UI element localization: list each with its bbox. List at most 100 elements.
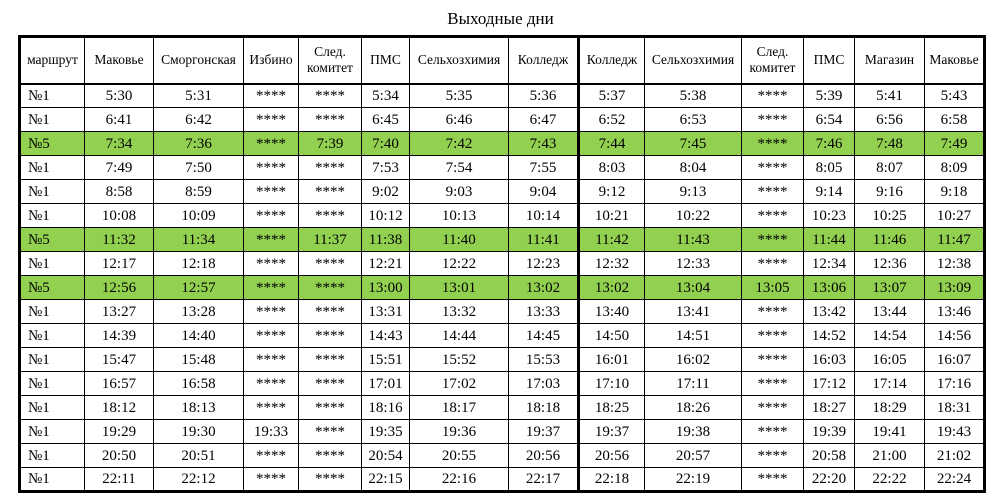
time-cell: 22:24 — [924, 467, 985, 492]
time-cell: 22:17 — [508, 467, 579, 492]
time-cell: **** — [298, 107, 362, 132]
time-cell: 10:22 — [644, 203, 742, 228]
time-cell: 20:50 — [84, 443, 154, 468]
time-cell: 17:12 — [803, 371, 855, 396]
time-cell: 11:32 — [84, 227, 154, 252]
time-cell: 12:56 — [84, 275, 154, 300]
time-cell: 14:54 — [854, 323, 925, 348]
time-cell: **** — [243, 275, 299, 300]
column-header-11: ПМС — [803, 36, 855, 84]
time-cell: 21:02 — [924, 443, 985, 468]
time-cell: **** — [741, 419, 804, 444]
time-cell: 7:34 — [84, 131, 154, 156]
time-cell: 16:02 — [644, 347, 742, 372]
time-cell: **** — [243, 467, 299, 492]
time-cell: 6:56 — [854, 107, 925, 132]
time-cell: **** — [741, 179, 804, 204]
time-cell: 13:32 — [409, 299, 509, 324]
time-cell: 6:45 — [361, 107, 410, 132]
time-cell: **** — [243, 347, 299, 372]
time-cell: **** — [243, 251, 299, 276]
table-row: №1 18:12 18:13 **** **** 18:16 18:17 18:18 18:25… — [19, 395, 985, 420]
time-cell: **** — [741, 347, 804, 372]
time-cell: 12:36 — [854, 251, 925, 276]
time-cell: 8:58 — [84, 179, 154, 204]
page-title: Выходные дни — [447, 9, 554, 28]
time-cell: 18:26 — [644, 395, 742, 420]
time-cell: 21:00 — [854, 443, 925, 468]
time-cell: 7:46 — [803, 131, 855, 156]
time-cell: 15:51 — [361, 347, 410, 372]
time-cell: **** — [243, 155, 299, 180]
time-cell: 19:36 — [409, 419, 509, 444]
time-cell: 13:31 — [361, 299, 410, 324]
time-cell: 11:47 — [924, 227, 985, 252]
time-cell: 7:44 — [577, 131, 645, 156]
table-row: №1 7:49 7:50 **** **** 7:53 7:54 7:55 8:03 8:04 **… — [19, 155, 985, 180]
time-cell: 18:17 — [409, 395, 509, 420]
time-cell: 12:22 — [409, 251, 509, 276]
route-cell: №1 — [19, 179, 85, 204]
route-cell: №5 — [19, 131, 85, 156]
time-cell: 13:46 — [924, 299, 985, 324]
time-cell: **** — [741, 467, 804, 492]
time-cell: 22:22 — [854, 467, 925, 492]
time-cell: 6:52 — [577, 107, 645, 132]
route-cell: №1 — [19, 83, 85, 108]
time-cell: **** — [243, 371, 299, 396]
time-cell: 9:16 — [854, 179, 925, 204]
time-cell: 14:40 — [153, 323, 244, 348]
time-cell: 7:40 — [361, 131, 410, 156]
time-cell: 9:04 — [508, 179, 579, 204]
column-header-3: Избино — [243, 36, 299, 84]
time-cell: **** — [243, 395, 299, 420]
time-cell: 14:51 — [644, 323, 742, 348]
time-cell: 5:37 — [577, 83, 645, 108]
time-cell: 22:12 — [153, 467, 244, 492]
table-row: №1 10:08 10:09 **** **** 10:12 10:13 10:14 10:21… — [19, 203, 985, 228]
time-cell: 10:13 — [409, 203, 509, 228]
route-cell: №1 — [19, 443, 85, 468]
table-row: №1 14:39 14:40 **** **** 14:43 14:44 14:45 14:50… — [19, 323, 985, 348]
table-row: №1 6:41 6:42 **** **** 6:45 6:46 6:47 6:52 6:53 **… — [19, 107, 985, 132]
time-cell: 9:14 — [803, 179, 855, 204]
table-row-highlighted: №5 12:56 12:57 **** **** 13:00 13:01 13:02 13:02… — [19, 275, 985, 300]
time-cell: 9:02 — [361, 179, 410, 204]
time-cell: 6:58 — [924, 107, 985, 132]
time-cell: 10:21 — [577, 203, 645, 228]
time-cell: 20:54 — [361, 443, 410, 468]
time-cell: 6:42 — [153, 107, 244, 132]
time-cell: 5:36 — [508, 83, 579, 108]
time-cell: **** — [298, 83, 362, 108]
route-cell: №1 — [19, 395, 85, 420]
time-cell: 7:54 — [409, 155, 509, 180]
table-row: №1 15:47 15:48 **** **** 15:51 15:52 15:53 16:01… — [19, 347, 985, 372]
time-cell: **** — [741, 395, 804, 420]
table-row: №1 20:50 20:51 **** **** 20:54 20:55 20:56 20:56… — [19, 443, 985, 468]
time-cell: 15:52 — [409, 347, 509, 372]
time-cell: **** — [298, 347, 362, 372]
time-cell: 16:05 — [854, 347, 925, 372]
table-row: №1 22:11 22:12 **** **** 22:15 22:16 22:17 22:18… — [19, 467, 985, 492]
column-header-12: Магазин — [854, 36, 925, 84]
time-cell: 13:06 — [803, 275, 855, 300]
header-row: маршрут Маковье Сморгонская Избино След. ком… — [19, 36, 985, 84]
time-cell: **** — [298, 155, 362, 180]
time-cell: 17:16 — [924, 371, 985, 396]
time-cell: **** — [243, 299, 299, 324]
time-cell: 13:09 — [924, 275, 985, 300]
time-cell: 13:05 — [741, 275, 804, 300]
column-header-1: Маковье — [84, 36, 154, 84]
time-cell: 15:47 — [84, 347, 154, 372]
time-cell: **** — [741, 251, 804, 276]
time-cell: 17:14 — [854, 371, 925, 396]
route-cell: №5 — [19, 227, 85, 252]
table-row: №1 16:57 16:58 **** **** 17:01 17:02 17:03 17:10… — [19, 371, 985, 396]
route-cell: №1 — [19, 371, 85, 396]
time-cell: 17:11 — [644, 371, 742, 396]
time-cell: **** — [741, 155, 804, 180]
time-cell: 18:18 — [508, 395, 579, 420]
time-cell: 20:51 — [153, 443, 244, 468]
time-cell: 12:23 — [508, 251, 579, 276]
time-cell: 16:58 — [153, 371, 244, 396]
